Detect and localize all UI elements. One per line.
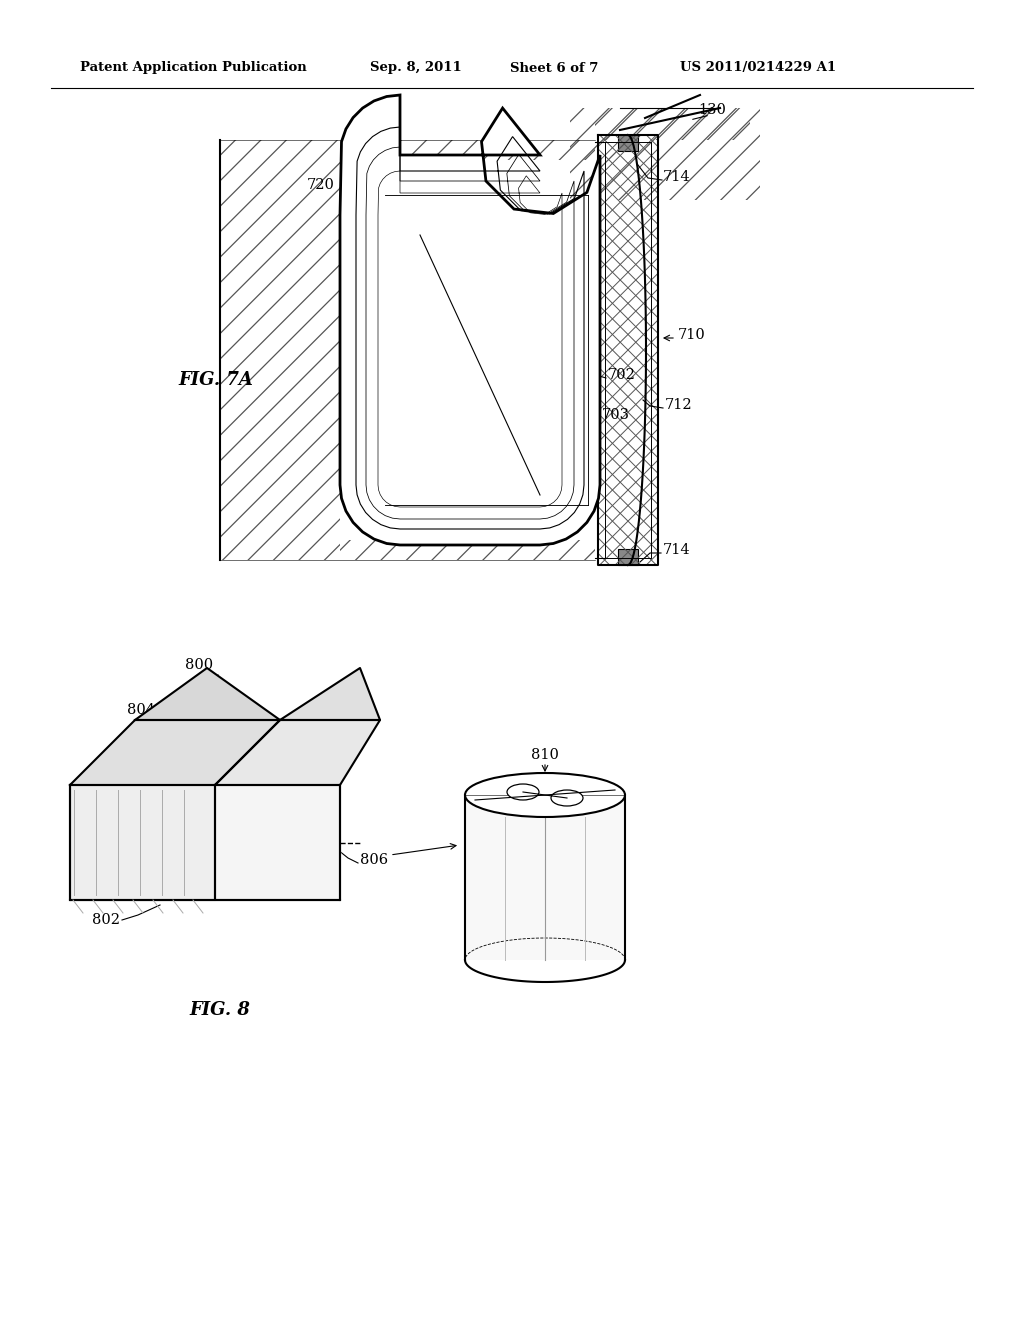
Polygon shape	[70, 785, 215, 900]
Ellipse shape	[465, 774, 625, 817]
Text: Patent Application Publication: Patent Application Publication	[80, 62, 307, 74]
Text: 804: 804	[127, 704, 155, 717]
Text: 130: 130	[698, 103, 726, 117]
Polygon shape	[215, 719, 380, 785]
Text: Sheet 6 of 7: Sheet 6 of 7	[510, 62, 598, 74]
Text: 712: 712	[665, 399, 692, 412]
Text: 810: 810	[531, 748, 559, 762]
Ellipse shape	[507, 784, 539, 800]
Text: 710: 710	[678, 327, 706, 342]
Polygon shape	[215, 785, 340, 900]
Text: 800: 800	[185, 657, 213, 672]
Polygon shape	[280, 668, 380, 719]
Text: 714: 714	[663, 170, 690, 183]
Text: 701: 701	[449, 483, 476, 498]
Text: 700: 700	[395, 158, 423, 172]
Text: FIG. 8: FIG. 8	[189, 1001, 251, 1019]
Text: 720: 720	[307, 178, 335, 191]
Polygon shape	[135, 668, 280, 719]
Text: FIG. 7A: FIG. 7A	[178, 371, 253, 389]
Text: 703: 703	[602, 408, 630, 422]
Bar	[618, 135, 638, 150]
Text: 702: 702	[608, 368, 636, 381]
Polygon shape	[340, 95, 600, 545]
Text: US 2011/0214229 A1: US 2011/0214229 A1	[680, 62, 837, 74]
Bar	[465, 795, 625, 960]
Bar	[618, 549, 638, 565]
Text: 802: 802	[92, 913, 120, 927]
Text: 714: 714	[663, 543, 690, 557]
Ellipse shape	[551, 789, 583, 807]
Text: Sep. 8, 2011: Sep. 8, 2011	[370, 62, 462, 74]
Text: 806: 806	[360, 853, 388, 867]
Polygon shape	[70, 719, 280, 785]
